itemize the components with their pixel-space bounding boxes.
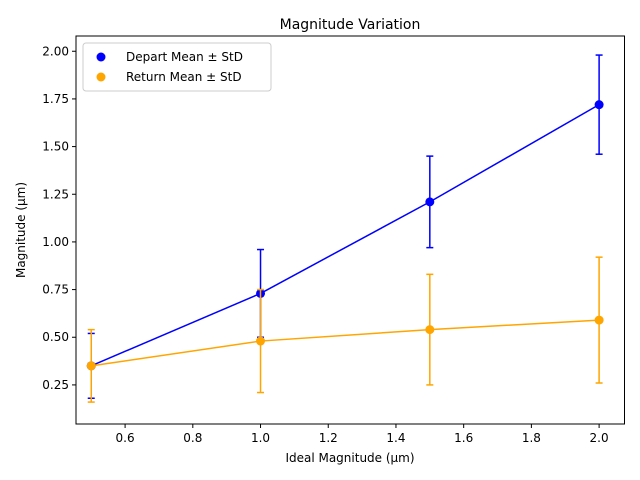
data-point-depart (594, 100, 604, 110)
y-tick-label: 0.75 (42, 283, 69, 297)
y-tick-label: 0.25 (42, 378, 69, 392)
series-line-depart (90, 103, 600, 367)
x-tick-label: 1.8 (522, 431, 541, 445)
legend-label-return: Return Mean ± StD (126, 70, 242, 84)
legend-box (82, 42, 272, 92)
data-point-return (425, 325, 435, 335)
x-tick-label: 0.6 (116, 431, 135, 445)
y-tick-label: 1.75 (42, 92, 69, 106)
data-point-depart (425, 197, 435, 207)
x-tick-label: 1.6 (454, 431, 473, 445)
axes-frame (75, 35, 625, 425)
data-point-return (256, 336, 266, 346)
y-axis-label: Magnitude (µm) (14, 182, 28, 278)
y-tick-label: 2.00 (42, 44, 69, 58)
y-tick-label: 0.50 (42, 330, 69, 344)
series-line-return (91, 319, 600, 367)
x-tick-label: 1.0 (251, 431, 270, 445)
plot-area (86, 54, 604, 403)
legend-marker-depart (96, 52, 106, 62)
legend: Depart Mean ± StD Return Mean ± StD (82, 42, 272, 92)
x-axis-ticks: 0.6 0.8 1.0 1.2 1.4 1.6 1.8 2.0 (116, 424, 609, 445)
x-tick-label: 1.2 (319, 431, 338, 445)
y-tick-label: 1.50 (42, 140, 69, 154)
data-point-return (594, 315, 604, 325)
x-tick-label: 0.8 (183, 431, 202, 445)
x-axis-label: Ideal Magnitude (µm) (285, 451, 414, 465)
legend-label-depart: Depart Mean ± StD (126, 50, 243, 64)
y-axis-ticks: 0.25 0.50 0.75 1.00 1.25 1.50 1.75 2.00 (42, 44, 76, 392)
y-tick-label: 1.25 (42, 187, 69, 201)
legend-marker-return (96, 72, 106, 82)
chart-title: Magnitude Variation (280, 17, 421, 33)
x-tick-label: 2.0 (590, 431, 609, 445)
data-point-return (86, 361, 96, 371)
y-tick-label: 1.00 (42, 235, 69, 249)
x-tick-label: 1.4 (386, 431, 405, 445)
